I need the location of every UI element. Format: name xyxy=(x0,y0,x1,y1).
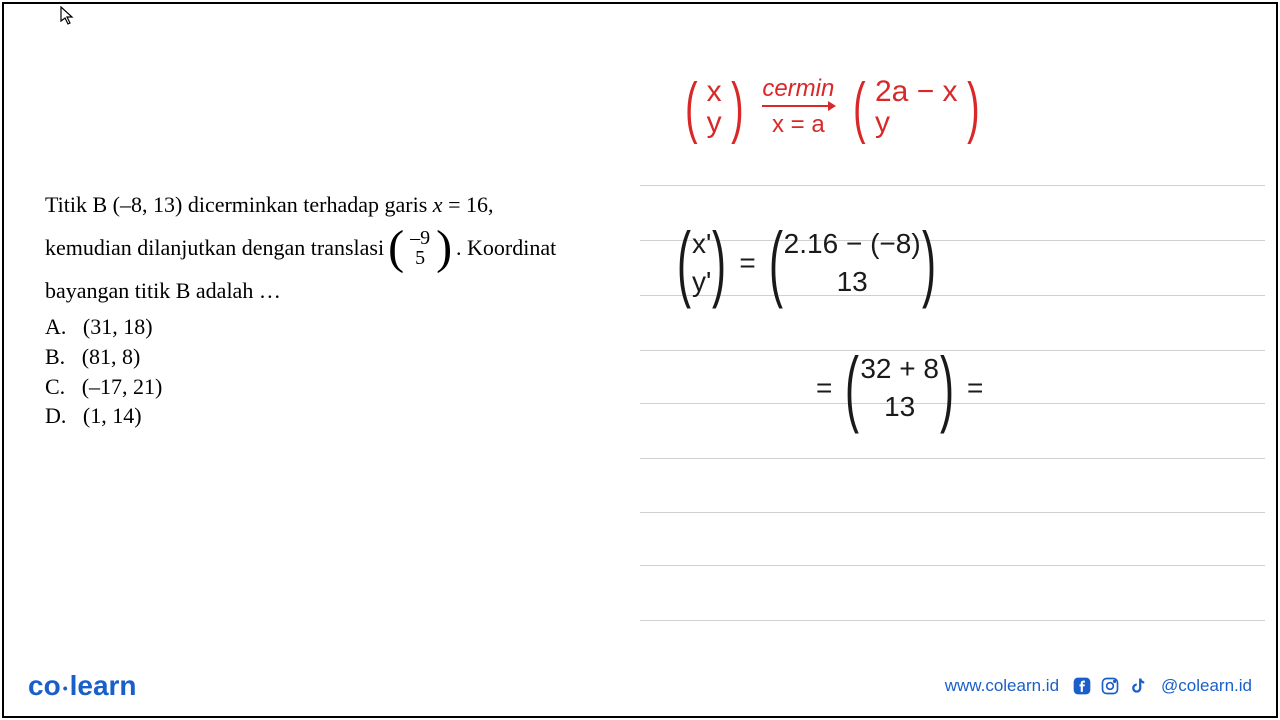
var-x: x xyxy=(433,192,443,217)
bottom-border xyxy=(2,716,1278,718)
social-icons xyxy=(1071,675,1149,697)
paren-left: ( xyxy=(845,358,859,417)
vec-bottom: y xyxy=(707,107,722,139)
footer-right: www.colearn.id @colearn.id xyxy=(945,675,1252,697)
logo-learn: learn xyxy=(70,670,137,701)
vec-top: –9 xyxy=(410,228,430,248)
option-a: A. (31, 18) xyxy=(45,312,635,342)
top-border xyxy=(2,2,1278,4)
logo-dot: • xyxy=(63,680,68,696)
ruled-line xyxy=(640,565,1265,566)
work-step-1: ( x' y' ) = ( 2.16 − (−8) 13 ) xyxy=(670,225,943,301)
paren-right: ) xyxy=(940,358,954,417)
option-b: B. (81, 8) xyxy=(45,342,635,372)
paren-right: ) xyxy=(922,233,936,292)
paren-right: ) xyxy=(967,82,979,133)
paren-right: ) xyxy=(712,233,726,292)
vec-bottom: 13 xyxy=(837,263,868,301)
label-xeqa: x = a xyxy=(772,111,825,139)
facebook-icon xyxy=(1071,675,1093,697)
option-c: C. (–17, 21) xyxy=(45,372,635,402)
ruled-line xyxy=(640,512,1265,513)
vec-bottom: 13 xyxy=(884,388,915,426)
work-area: ( x y ) cermin x = a ( 2a − x y ) ( x' y… xyxy=(640,60,1265,640)
footer-handle: @colearn.id xyxy=(1161,676,1252,696)
footer-url: www.colearn.id xyxy=(945,676,1059,696)
answer-options: A. (31, 18) B. (81, 8) C. (–17, 21) D. (… xyxy=(45,312,635,431)
ruled-line xyxy=(640,620,1265,621)
equals-trailing: = xyxy=(967,372,983,404)
vec-top: 2.16 − (−8) xyxy=(784,225,921,263)
left-border xyxy=(2,2,4,718)
ruled-line xyxy=(640,185,1265,186)
transformation-label: cermin x = a xyxy=(762,75,834,139)
paren-left: ( xyxy=(685,82,697,133)
vec-top: 32 + 8 xyxy=(860,350,939,388)
paren-left: ( xyxy=(388,228,404,269)
paren-right: ) xyxy=(731,82,743,133)
footer: co•learn www.colearn.id @colearn.id xyxy=(0,670,1280,702)
tiktok-icon xyxy=(1127,675,1149,697)
paren-left: ( xyxy=(769,233,783,292)
formula-reflection-rule: ( x y ) cermin x = a ( 2a − x y ) xyxy=(680,75,984,139)
logo-co: co xyxy=(28,670,61,701)
question-line3: bayangan titik B adalah … xyxy=(45,276,635,306)
logo: co•learn xyxy=(28,670,137,702)
q-text: . Koordinat xyxy=(456,233,556,263)
work-step-2: = ( 32 + 8 13 ) = xyxy=(810,350,989,426)
vec-top: 2a − x xyxy=(875,76,958,108)
cursor-icon xyxy=(60,6,76,26)
label-cermin: cermin xyxy=(762,75,834,103)
vec-top: x' xyxy=(692,225,711,263)
ruled-line xyxy=(640,458,1265,459)
arrow-icon xyxy=(762,105,834,107)
vec-bottom: y xyxy=(875,107,958,139)
translation-vector: ( –9 5 ) xyxy=(388,228,452,269)
vec-top: x xyxy=(707,76,722,108)
question-text: Titik B (–8, 13) dicerminkan terhadap ga… xyxy=(45,190,635,431)
paren-left: ( xyxy=(853,82,865,133)
paren-left: ( xyxy=(677,233,691,292)
q-text: = 16, xyxy=(443,192,494,217)
paren-right: ) xyxy=(436,228,452,269)
q-text: Titik B (–8, 13) dicerminkan terhadap ga… xyxy=(45,192,433,217)
option-d: D. (1, 14) xyxy=(45,401,635,431)
question-line2: kemudian dilanjutkan dengan translasi ( … xyxy=(45,228,635,269)
question-line1: Titik B (–8, 13) dicerminkan terhadap ga… xyxy=(45,190,635,220)
q-text: kemudian dilanjutkan dengan translasi xyxy=(45,233,384,263)
vec-bottom: 5 xyxy=(415,248,425,268)
vec-bottom: y' xyxy=(692,263,711,301)
equals: = xyxy=(816,372,832,404)
instagram-icon xyxy=(1099,675,1121,697)
right-border xyxy=(1276,2,1278,718)
equals: = xyxy=(739,247,755,279)
